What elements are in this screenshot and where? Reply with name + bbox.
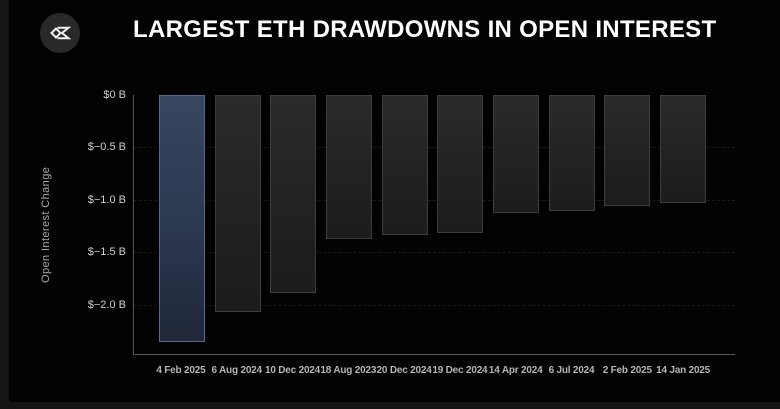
gridline — [134, 199, 735, 201]
gridline — [134, 147, 735, 149]
bar-slot — [544, 95, 600, 354]
bar[interactable] — [437, 95, 484, 234]
bottom-edge-strip — [0, 402, 780, 409]
bar[interactable] — [381, 95, 428, 236]
bar-slot — [655, 95, 711, 354]
chart-title: LARGEST ETH DRAWDOWNS IN OPEN INTEREST — [133, 16, 717, 43]
bar-slot — [600, 95, 656, 354]
bar-slot — [321, 95, 377, 354]
y-tick-label: $−1.0 B — [87, 193, 126, 206]
sigma-diamond-icon — [48, 21, 72, 45]
x-tick-label: 6 Aug 2024 — [211, 365, 262, 376]
x-tick-label: 19 Dec 2024 — [432, 365, 488, 376]
y-tick-label: $−2.0 B — [87, 298, 126, 311]
y-axis-ticks: $0 B $−0.5 B $−1.0 B $−1.5 B $−2.0 B — [0, 89, 126, 355]
bar[interactable] — [158, 95, 205, 343]
gridline — [134, 252, 735, 254]
bar-slot — [210, 95, 266, 354]
bar[interactable] — [604, 95, 651, 207]
x-tick-label: 14 Apr 2024 — [488, 365, 543, 376]
x-tick-label: 20 Dec 2024 — [376, 365, 432, 376]
bar[interactable] — [325, 95, 372, 239]
bar-slot — [265, 95, 321, 354]
y-tick-label: $−0.5 B — [87, 141, 126, 154]
bar-slot — [154, 95, 210, 354]
brand-logo[interactable] — [40, 13, 80, 53]
bar[interactable] — [214, 95, 261, 313]
plot-area — [133, 95, 735, 355]
gridline — [134, 304, 735, 306]
bar-slot — [433, 95, 489, 354]
x-tick-label: 10 Dec 2024 — [264, 365, 321, 376]
x-tick-label: 14 Jan 2025 — [656, 365, 711, 376]
bar[interactable] — [548, 95, 595, 212]
x-tick-label: 6 Jul 2024 — [548, 365, 595, 376]
x-tick-label: 18 Aug 2023 — [320, 365, 377, 376]
bar[interactable] — [493, 95, 540, 214]
bars-container — [134, 95, 735, 354]
bar[interactable] — [270, 95, 317, 294]
bar[interactable] — [660, 95, 707, 203]
x-tick-label: 2 Feb 2025 — [602, 365, 652, 376]
bar-slot — [377, 95, 433, 354]
x-tick-label: 4 Feb 2025 — [156, 365, 206, 376]
y-tick-label: $0 B — [103, 89, 126, 101]
x-axis-labels: 4 Feb 2025 6 Aug 2024 10 Dec 2024 18 Aug 20… — [133, 365, 735, 376]
left-edge-strip — [0, 0, 9, 409]
bar-slot — [488, 95, 544, 354]
y-tick-label: $−1.5 B — [87, 246, 126, 259]
